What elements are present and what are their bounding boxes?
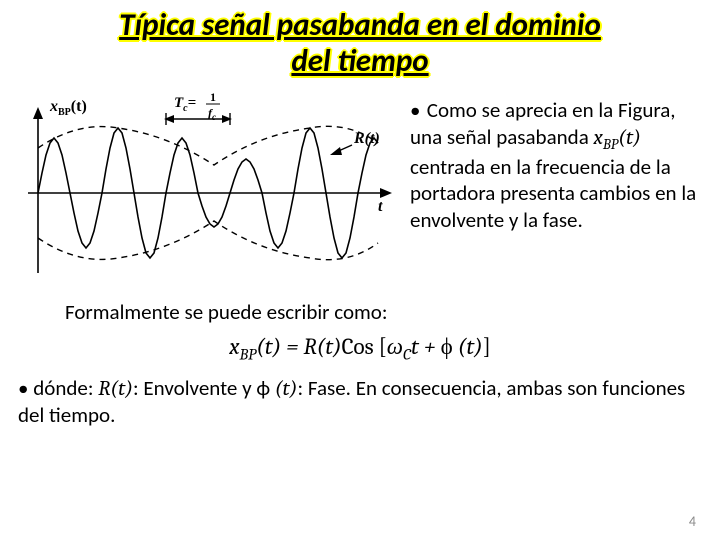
eq-rbr: ]: [483, 333, 491, 360]
title-line2: del tiempo: [291, 42, 428, 80]
side-paragraph: • Como se aprecia en la Figura, una seña…: [410, 93, 702, 293]
eq-x-sub: BP: [239, 347, 256, 365]
slide-title: Típica señal pasabanda en el dominio del…: [0, 0, 720, 85]
eq-x: x: [229, 333, 239, 360]
eq-cos: Cos: [342, 333, 379, 360]
side-signal-sub: BP: [603, 136, 618, 153]
footer-env: : Envolvente y: [133, 375, 256, 401]
eq-omega: ω: [387, 333, 403, 360]
eq-x-arg: (t) =: [256, 333, 303, 360]
rt-label: R(t): [353, 130, 380, 147]
footer-phi-arg: (t): [270, 377, 297, 401]
signal-figure: xBP(t) Tc= 1 fc R(t) t: [18, 93, 398, 293]
eq-phi-arg: (t): [453, 333, 483, 360]
page-number: 4: [689, 513, 696, 530]
eq-omega-sub: C: [403, 347, 411, 365]
eq-phi: ϕ: [441, 333, 453, 360]
tc-frac-bot: fc: [208, 106, 216, 122]
rt-pointer-head: [330, 147, 342, 155]
eq-lbr: [: [379, 333, 387, 360]
y-axis-label: xBP(t): [49, 98, 87, 118]
tc-frac-top: 1: [210, 93, 216, 104]
t-axis-label: t: [378, 198, 383, 215]
x-axis-arrow: [380, 188, 392, 198]
y-axis-arrow: [33, 107, 43, 119]
footer-R-arg: (t): [110, 377, 133, 401]
side-text-2: centrada en la frecuencia de la portador…: [410, 154, 696, 233]
footer-donde: dónde:: [33, 375, 98, 401]
footer-bullet-icon: •: [18, 375, 28, 401]
footer-phi: ϕ: [256, 375, 270, 401]
content-row: xBP(t) Tc= 1 fc R(t) t • Como se aprecia…: [0, 85, 720, 293]
envelope-top: [38, 127, 378, 166]
side-signal-arg: (t): [618, 126, 641, 150]
side-signal-x: x: [594, 126, 603, 150]
tc-label: Tc=: [174, 95, 196, 114]
eq-R-arg: (t): [317, 333, 342, 360]
formal-line: Formalmente se puede escribir como:: [0, 293, 720, 325]
eq-R: R: [303, 333, 316, 360]
eq-t: t +: [411, 333, 441, 360]
equation: xBP(t) = R(t)Cos [ωCt + ϕ (t)]: [0, 325, 720, 371]
envelope-bottom: [38, 221, 378, 260]
footer-paragraph: • dónde: R(t): Envolvente y ϕ (t): Fase.…: [0, 371, 720, 429]
title-line1: Típica señal pasabanda en el dominio: [119, 6, 601, 44]
footer-R: R: [98, 377, 110, 401]
bullet-icon: •: [410, 97, 422, 123]
